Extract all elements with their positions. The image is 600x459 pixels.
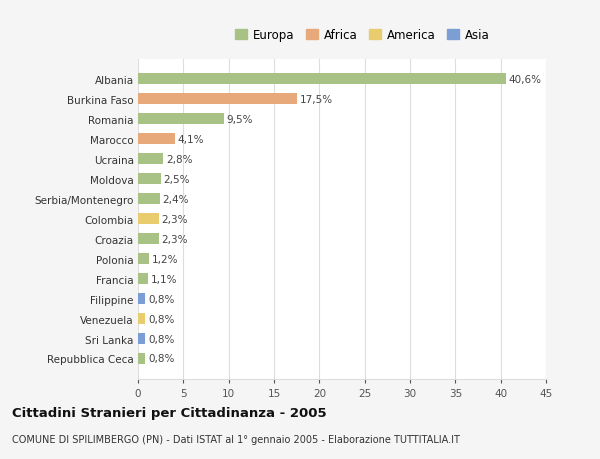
Text: 0,8%: 0,8% [148,334,175,344]
Bar [138,134,175,145]
Text: 40,6%: 40,6% [509,75,542,84]
Bar [138,194,160,205]
Bar [138,74,506,85]
Bar [138,114,224,125]
Text: Cittadini Stranieri per Cittadinanza - 2005: Cittadini Stranieri per Cittadinanza - 2… [12,406,326,419]
Text: 0,8%: 0,8% [148,294,175,304]
Text: 2,4%: 2,4% [163,194,189,204]
Bar [138,234,159,245]
Text: COMUNE DI SPILIMBERGO (PN) - Dati ISTAT al 1° gennaio 2005 - Elaborazione TUTTIT: COMUNE DI SPILIMBERGO (PN) - Dati ISTAT … [12,434,460,444]
Text: 1,1%: 1,1% [151,274,177,284]
Text: 2,3%: 2,3% [161,214,188,224]
Text: 2,3%: 2,3% [161,234,188,244]
Text: 1,2%: 1,2% [152,254,178,264]
Text: 17,5%: 17,5% [299,95,332,105]
Bar [138,154,163,165]
Text: 4,1%: 4,1% [178,134,205,145]
Bar [138,313,145,325]
Bar [138,293,145,304]
Bar [138,94,296,105]
Bar [138,253,149,264]
Bar [138,333,145,344]
Text: 9,5%: 9,5% [227,115,253,124]
Text: 0,8%: 0,8% [148,314,175,324]
Bar [138,214,159,224]
Text: 2,8%: 2,8% [166,154,193,164]
Bar [138,174,161,185]
Bar [138,274,148,285]
Legend: Europa, Africa, America, Asia: Europa, Africa, America, Asia [235,29,490,42]
Text: 0,8%: 0,8% [148,354,175,364]
Bar [138,353,145,364]
Text: 2,5%: 2,5% [163,174,190,185]
